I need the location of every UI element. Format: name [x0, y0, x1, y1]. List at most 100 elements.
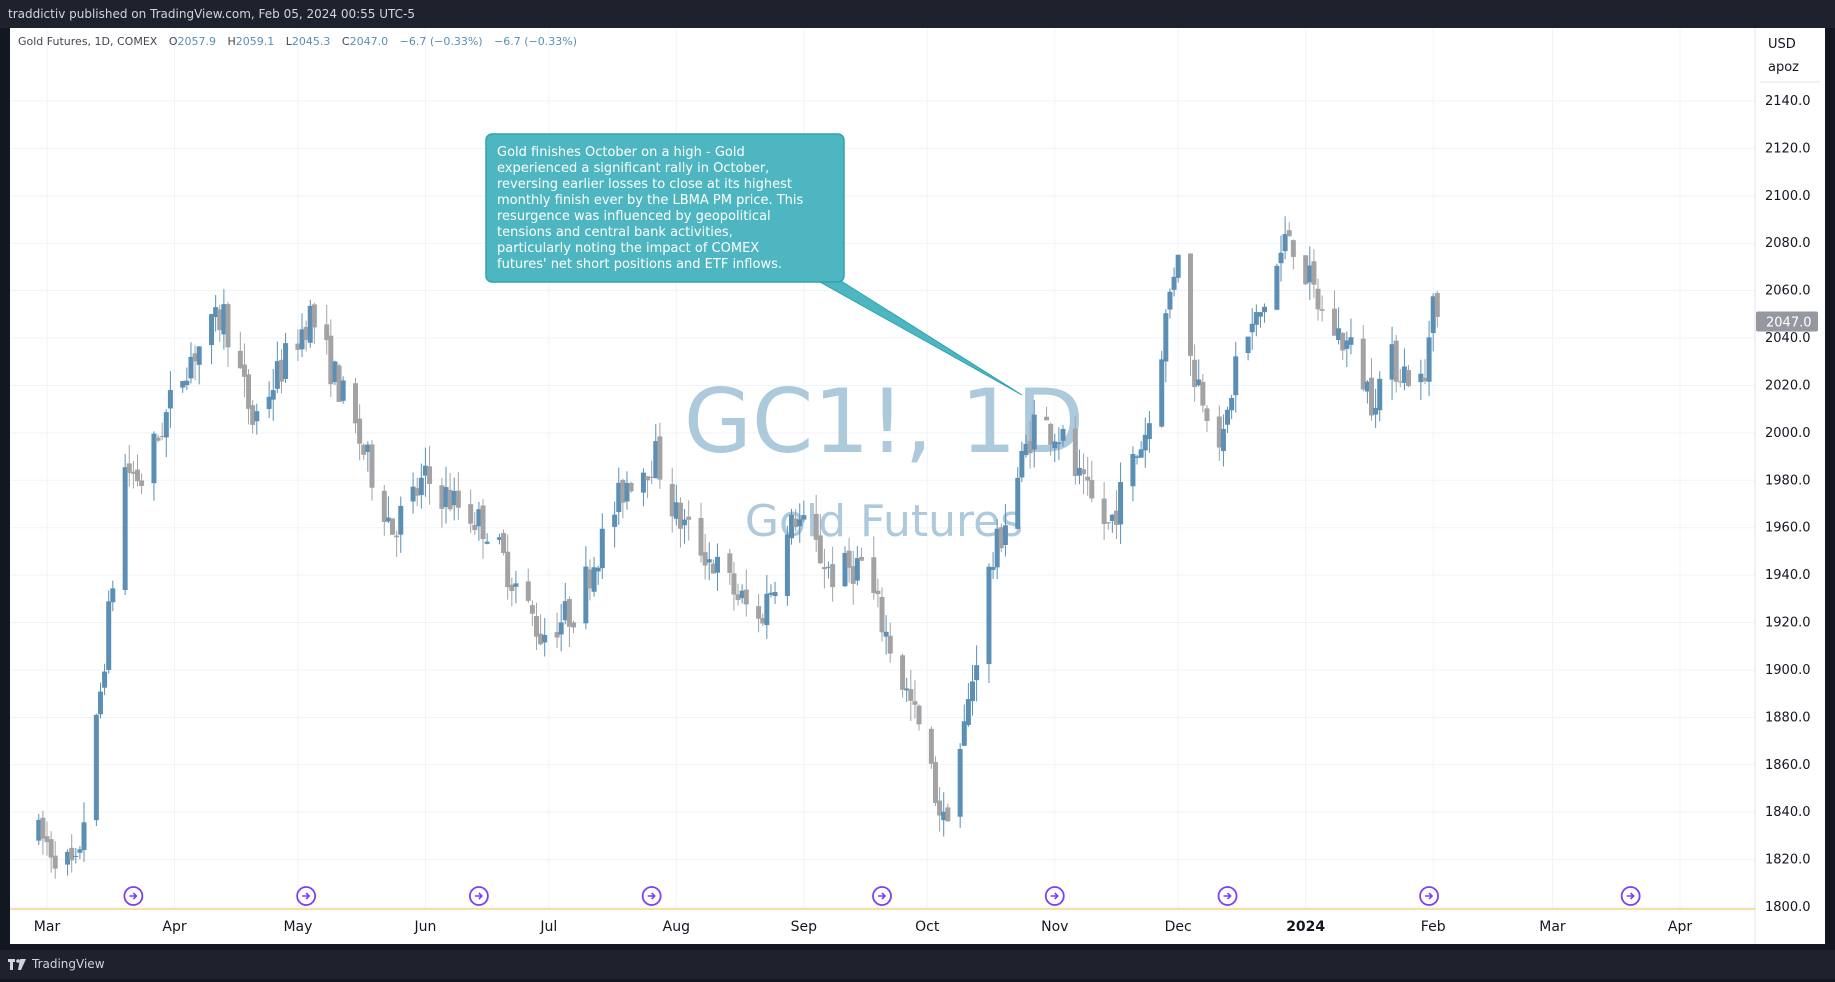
- candle: [628, 481, 634, 493]
- candle: [1340, 332, 1346, 361]
- candle: [1336, 307, 1342, 345]
- candle: [328, 319, 334, 398]
- candle: [673, 484, 679, 526]
- candle: [1015, 467, 1021, 530]
- candle: [443, 466, 449, 524]
- economic-events[interactable]: [123, 886, 1641, 906]
- candle: [1027, 421, 1033, 469]
- candle: [501, 529, 507, 556]
- time-tick-label: 2024: [1286, 919, 1325, 935]
- candle: [1101, 482, 1107, 540]
- candle: [246, 369, 252, 425]
- annotation-line: futures' net short positions and ETF inf…: [497, 257, 782, 272]
- candle: [990, 552, 996, 579]
- candle: [710, 559, 716, 574]
- candle: [340, 376, 346, 404]
- event-icon[interactable]: [296, 886, 317, 906]
- candle: [1142, 417, 1148, 468]
- candle: [213, 295, 219, 332]
- candle: [1290, 239, 1296, 270]
- candle: [542, 618, 548, 657]
- open-value: 2057.9: [178, 35, 217, 48]
- event-icon[interactable]: [1419, 886, 1439, 906]
- candle: [447, 472, 453, 512]
- candle: [912, 680, 918, 719]
- event-icon[interactable]: [641, 886, 662, 906]
- candle: [533, 602, 539, 651]
- time-axis[interactable]: Mar Apr May Jun Jul Aug Sep Oct Nov Dec 2024 Feb Mar…: [10, 886, 1755, 935]
- price-tick-label: 2080.0: [1765, 236, 1811, 251]
- candle: [821, 548, 827, 589]
- candle: [476, 501, 482, 541]
- candle: [303, 320, 309, 352]
- candle: [998, 523, 1004, 553]
- candle: [139, 473, 145, 495]
- candle: [760, 613, 766, 627]
- annotation-line: particularly noting the impact of COMEX: [497, 241, 759, 256]
- time-tick-label: Dec: [1165, 919, 1192, 935]
- candle: [669, 467, 675, 533]
- candle: [961, 704, 967, 747]
- candle: [957, 743, 963, 828]
- candle: [369, 439, 375, 501]
- tradingview-logo[interactable]: TradingView: [0, 950, 105, 979]
- candle: [1430, 293, 1436, 352]
- price-tick-label: 1900.0: [1765, 663, 1811, 678]
- candle: [1401, 348, 1407, 391]
- event-icon[interactable]: [469, 886, 489, 906]
- candle: [365, 441, 371, 472]
- annotation-callout[interactable]: Gold finishes October on a high - Gold ex…: [485, 133, 1023, 396]
- price-tick-label: 2140.0: [1765, 94, 1811, 109]
- candle: [134, 454, 140, 487]
- event-icon[interactable]: [123, 886, 144, 906]
- candle: [44, 821, 50, 856]
- candle: [1377, 371, 1383, 422]
- candle: [1109, 514, 1115, 533]
- candle: [587, 559, 593, 601]
- candle: [250, 400, 256, 434]
- candle: [645, 476, 651, 499]
- footer-brand: TradingView: [32, 957, 105, 971]
- price-axis[interactable]: USD apoz 1800.0 1820.0 1840.0 1860.0 1880.0 1…: [1754, 28, 1820, 944]
- price-tick-label: 1880.0: [1765, 710, 1811, 725]
- candle: [554, 612, 560, 649]
- candle: [1262, 303, 1268, 323]
- candle: [846, 537, 852, 583]
- candle: [1031, 400, 1037, 468]
- symbol-name: Gold Futures, 1D, COMEX: [18, 35, 158, 48]
- time-tick-label: Aug: [663, 919, 690, 935]
- publisher-line: traddictiv published on TradingView.com,…: [8, 7, 415, 21]
- candle: [414, 477, 420, 507]
- candle: [1331, 290, 1337, 336]
- event-icon[interactable]: [872, 886, 892, 906]
- candle: [451, 477, 457, 521]
- candle: [1204, 405, 1210, 432]
- price-tick-label: 2060.0: [1765, 284, 1811, 299]
- candle: [225, 301, 231, 367]
- candle: [1171, 267, 1177, 297]
- event-icon[interactable]: [1620, 886, 1641, 906]
- candle: [390, 518, 396, 535]
- candle: [427, 445, 433, 505]
- candle: [1089, 460, 1095, 503]
- candle: [1048, 422, 1054, 456]
- unit-label[interactable]: apoz: [1768, 60, 1799, 75]
- annotation-line: tensions and central bank activities,: [497, 225, 733, 240]
- candle: [900, 653, 906, 698]
- chart-frame[interactable]: [10, 28, 1825, 944]
- price-tick-label: 1940.0: [1765, 568, 1811, 583]
- candle: [65, 849, 71, 876]
- last-price-label: 2047.0: [1766, 315, 1812, 330]
- candle: [801, 500, 807, 523]
- event-icon[interactable]: [1044, 886, 1065, 906]
- event-icon[interactable]: [1217, 886, 1238, 906]
- candle: [283, 332, 289, 383]
- low-value: 2045.3: [292, 35, 331, 48]
- currency-label[interactable]: USD: [1768, 37, 1796, 52]
- time-tick-label: Jun: [413, 919, 436, 935]
- last-price-marker: [1756, 311, 1818, 332]
- candle: [595, 565, 601, 585]
- price-tick-label: 2040.0: [1765, 331, 1811, 346]
- candle: [702, 534, 708, 580]
